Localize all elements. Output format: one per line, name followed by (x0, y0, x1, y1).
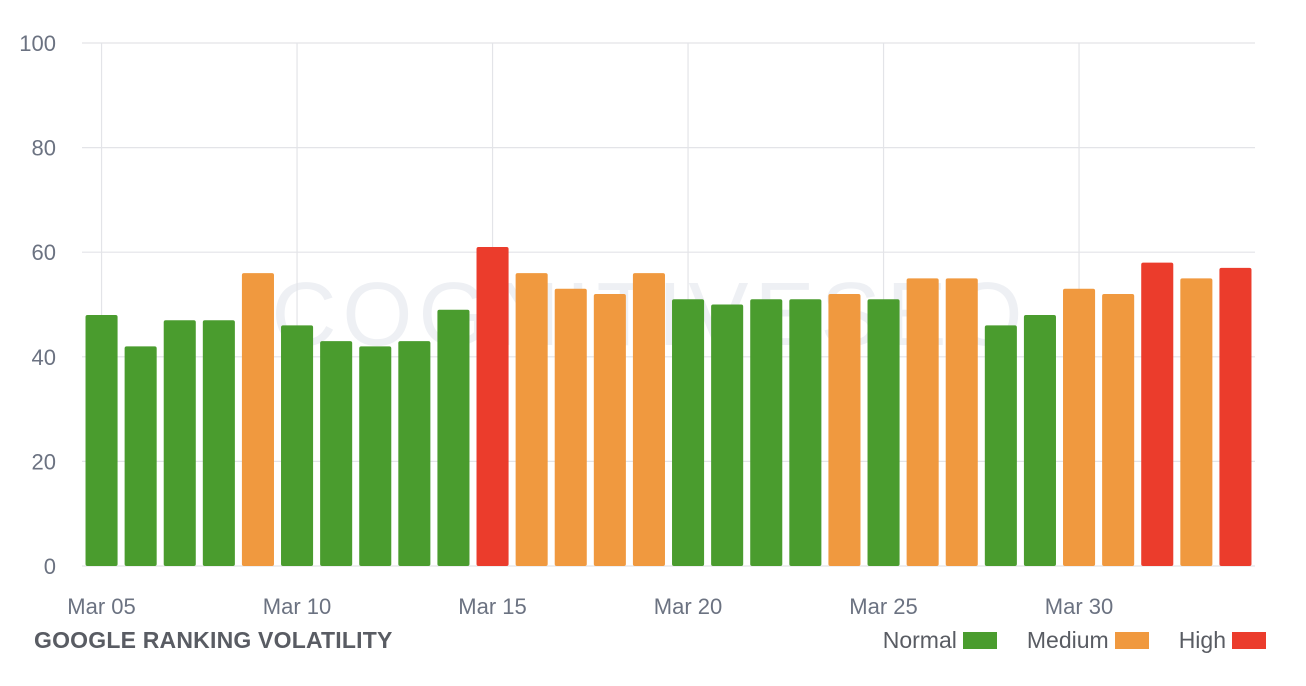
chart-title: GOOGLE RANKING VOLATILITY (34, 627, 393, 653)
bar (789, 299, 822, 566)
bar (828, 294, 861, 566)
bar (984, 325, 1017, 566)
bar (437, 309, 470, 566)
bar (711, 304, 744, 566)
bar (241, 273, 274, 566)
bar (124, 346, 157, 566)
legend-label-medium: Medium (1026, 627, 1109, 653)
legend-item-high[interactable]: High (1179, 627, 1266, 654)
x-tick-label: Mar 10 (263, 594, 331, 619)
bar (750, 299, 783, 566)
legend: Normal Medium High (853, 627, 1266, 654)
legend-item-normal[interactable]: Normal (883, 627, 997, 654)
x-tick-label: Mar 05 (67, 594, 135, 619)
bar (515, 273, 548, 566)
bar (1023, 314, 1056, 566)
bar (320, 341, 353, 566)
bars (85, 246, 1252, 566)
axis-labels: 0 20 40 60 80 100 Mar 05 Mar 10 Mar 15 Mar 20 Mar … (19, 31, 1113, 619)
bar (163, 320, 196, 566)
bar (1141, 262, 1174, 566)
bar (672, 299, 705, 566)
legend-swatch-normal (962, 632, 997, 649)
legend-swatch-high (1232, 632, 1266, 649)
bar (593, 294, 626, 566)
bar (281, 325, 314, 566)
bar (1219, 267, 1252, 566)
bar (945, 278, 978, 566)
bar (1102, 294, 1135, 566)
x-tick-label: Mar 25 (849, 594, 917, 619)
bar (202, 320, 235, 566)
x-tick-label: Mar 15 (458, 594, 526, 619)
y-tick-label: 40 (32, 345, 56, 370)
bar (554, 288, 587, 566)
x-tick-label: Mar 30 (1045, 594, 1113, 619)
bar (1063, 288, 1096, 566)
bar (906, 278, 939, 566)
y-tick-label: 0 (44, 554, 56, 579)
bar (359, 346, 392, 566)
bar (85, 314, 118, 566)
bar (476, 246, 509, 566)
legend-item-medium[interactable]: Medium (1027, 627, 1149, 654)
bar (867, 299, 900, 566)
bar (632, 273, 665, 566)
y-tick-label: 80 (32, 136, 56, 161)
bar (1180, 278, 1213, 566)
legend-label-normal: Normal (882, 627, 957, 653)
y-tick-label: 100 (19, 31, 56, 56)
legend-label-high: High (1178, 627, 1226, 653)
y-tick-label: 60 (32, 240, 56, 265)
bar (398, 341, 431, 566)
y-tick-label: 20 (32, 449, 56, 474)
x-tick-label: Mar 20 (654, 594, 722, 619)
legend-swatch-medium (1114, 632, 1149, 649)
